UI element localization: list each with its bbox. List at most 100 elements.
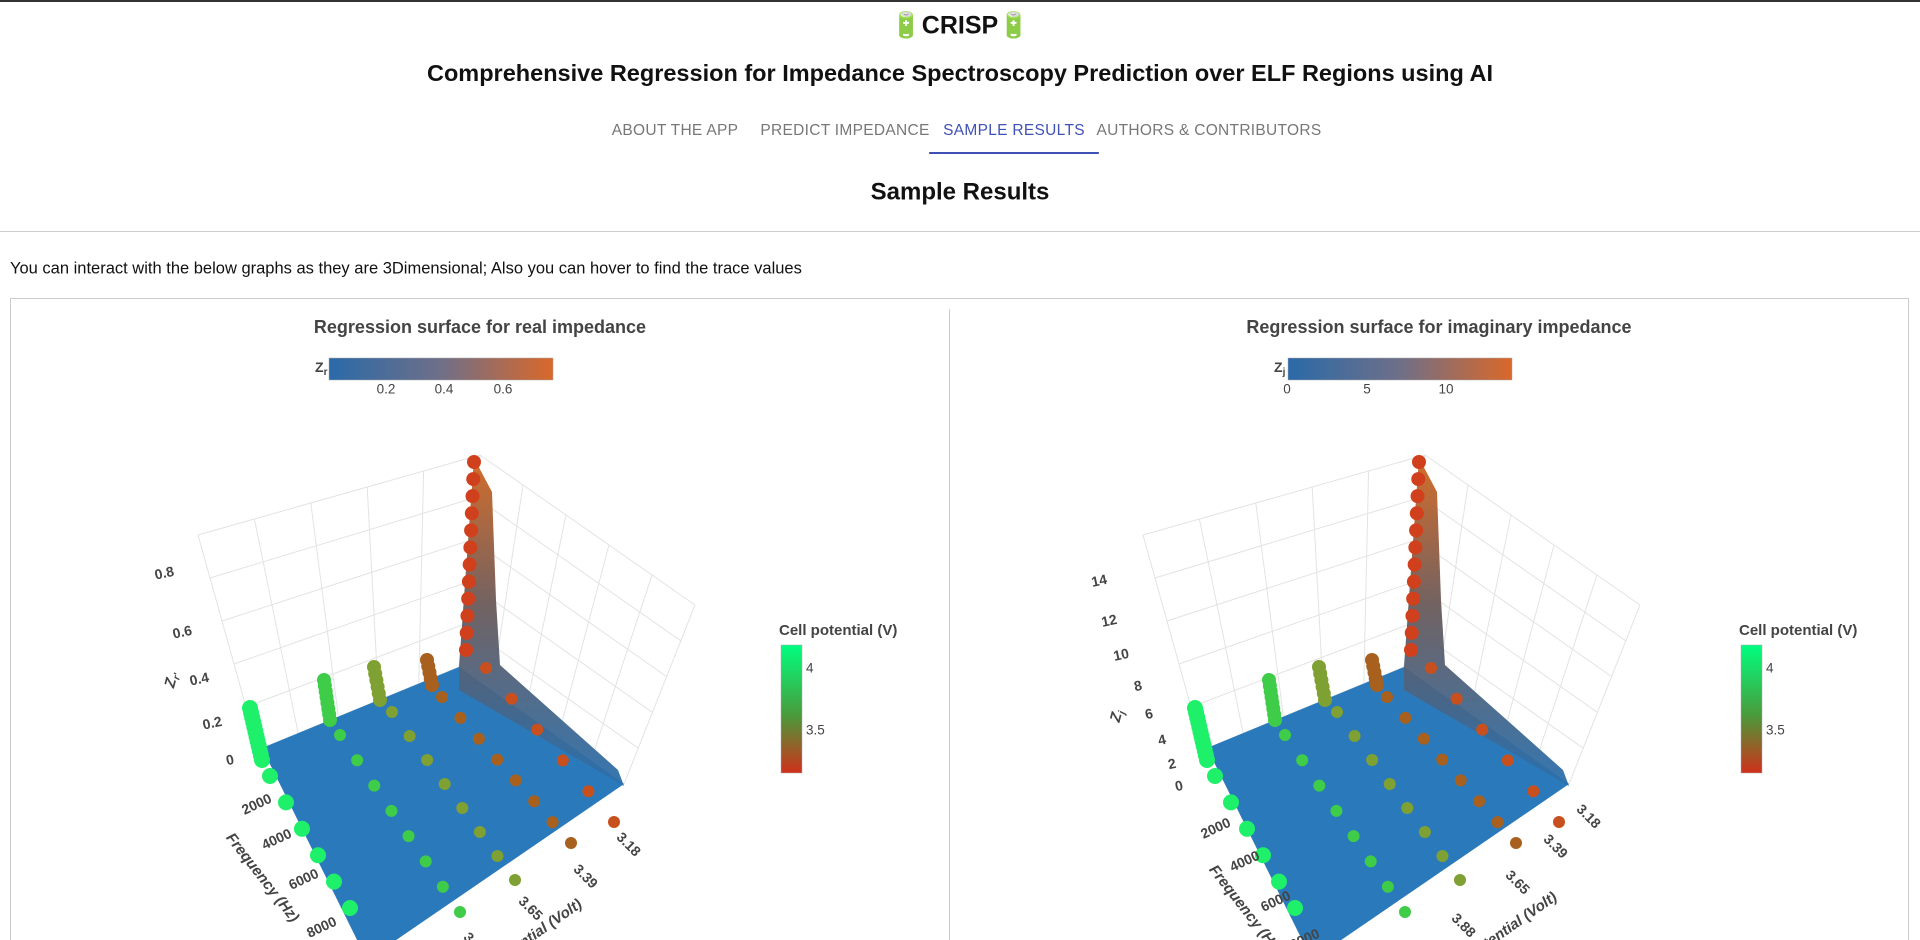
data-point[interactable]: [491, 850, 504, 862]
data-point[interactable]: [1331, 706, 1343, 718]
data-point[interactable]: [464, 523, 479, 538]
data-point[interactable]: [462, 557, 477, 572]
data-point[interactable]: [463, 540, 478, 555]
data-point[interactable]: [459, 625, 474, 640]
data-point[interactable]: [1436, 850, 1449, 862]
data-point[interactable]: [1271, 873, 1287, 890]
data-point[interactable]: [403, 730, 416, 742]
data-point[interactable]: [323, 713, 337, 727]
data-point[interactable]: [425, 678, 439, 692]
tab[interactable]: ABOUT THE APP: [612, 122, 739, 139]
data-point[interactable]: [1553, 816, 1565, 828]
data-point[interactable]: [326, 873, 342, 890]
data-point[interactable]: [467, 455, 481, 469]
data-point[interactable]: [385, 804, 398, 817]
data-point[interactable]: [1417, 732, 1430, 745]
data-point[interactable]: [608, 816, 620, 828]
data-point[interactable]: [278, 794, 294, 811]
data-point[interactable]: [528, 795, 541, 808]
data-point[interactable]: [1318, 693, 1332, 707]
data-point[interactable]: [1207, 768, 1223, 784]
data-point[interactable]: [491, 753, 504, 766]
data-point[interactable]: [1406, 574, 1421, 589]
data-point[interactable]: [1412, 455, 1426, 469]
data-point[interactable]: [1255, 847, 1271, 864]
data-point[interactable]: [262, 768, 278, 784]
data-point[interactable]: [351, 754, 364, 767]
data-point[interactable]: [461, 591, 476, 606]
data-point[interactable]: [461, 574, 476, 589]
data-point[interactable]: [465, 489, 480, 504]
data-point[interactable]: [1370, 678, 1384, 692]
data-point[interactable]: [1268, 713, 1282, 727]
data-point[interactable]: [480, 662, 492, 674]
data-point[interactable]: [373, 693, 387, 707]
data-point[interactable]: [310, 847, 326, 864]
data-point[interactable]: [1454, 874, 1466, 886]
data-point[interactable]: [1279, 729, 1291, 741]
data-point[interactable]: [1409, 523, 1424, 538]
data-point[interactable]: [1409, 506, 1424, 521]
data-point[interactable]: [1411, 472, 1426, 487]
data-point[interactable]: [565, 837, 577, 849]
data-point[interactable]: [254, 752, 270, 768]
data-point[interactable]: [436, 691, 448, 703]
tab[interactable]: PREDICT IMPEDANCE: [760, 122, 929, 139]
data-point[interactable]: [459, 643, 473, 657]
data-point[interactable]: [1405, 608, 1420, 623]
data-point[interactable]: [454, 906, 466, 918]
data-point[interactable]: [334, 729, 346, 741]
data-point[interactable]: [1287, 900, 1303, 916]
data-point[interactable]: [460, 608, 475, 623]
data-point[interactable]: [1491, 816, 1504, 829]
tab[interactable]: AUTHORS & CONTRIBUTORS: [1096, 122, 1321, 139]
data-point[interactable]: [342, 900, 358, 916]
data-point[interactable]: [1436, 753, 1449, 766]
data-point[interactable]: [531, 723, 544, 736]
data-point[interactable]: [1454, 774, 1467, 787]
data-point[interactable]: [1407, 557, 1422, 572]
data-point[interactable]: [438, 778, 451, 790]
data-point[interactable]: [1347, 830, 1360, 843]
data-point[interactable]: [509, 874, 521, 886]
data-point[interactable]: [1239, 820, 1255, 837]
data-point[interactable]: [1399, 711, 1412, 724]
data-point[interactable]: [436, 880, 449, 893]
data-point[interactable]: [472, 732, 485, 745]
data-point[interactable]: [456, 802, 469, 814]
data-point[interactable]: [1410, 489, 1425, 504]
data-point[interactable]: [1501, 754, 1514, 767]
data-point[interactable]: [368, 779, 381, 792]
tab[interactable]: SAMPLE RESULTS: [943, 122, 1085, 139]
data-point[interactable]: [1399, 906, 1411, 918]
data-point[interactable]: [402, 830, 415, 843]
data-point[interactable]: [454, 711, 467, 724]
data-point[interactable]: [464, 506, 479, 521]
data-point[interactable]: [1381, 880, 1394, 893]
data-point[interactable]: [582, 785, 595, 798]
data-point[interactable]: [1364, 855, 1377, 868]
data-point[interactable]: [1330, 804, 1343, 817]
data-point[interactable]: [386, 706, 398, 718]
data-point[interactable]: [1527, 785, 1540, 798]
data-point[interactable]: [1381, 691, 1393, 703]
data-point[interactable]: [1404, 625, 1419, 640]
data-point[interactable]: [1425, 662, 1437, 674]
data-point[interactable]: [1366, 754, 1379, 766]
data-point[interactable]: [1401, 802, 1414, 814]
data-point[interactable]: [1406, 591, 1421, 606]
data-point[interactable]: [1199, 752, 1215, 768]
data-point[interactable]: [1348, 730, 1361, 742]
data-point[interactable]: [1510, 837, 1522, 849]
data-point[interactable]: [294, 820, 310, 837]
data-point[interactable]: [419, 855, 432, 868]
data-point[interactable]: [473, 826, 486, 838]
data-point[interactable]: [1383, 778, 1396, 790]
data-point[interactable]: [1418, 826, 1431, 838]
data-point[interactable]: [1473, 795, 1486, 808]
data-point[interactable]: [421, 754, 434, 766]
data-point[interactable]: [1450, 692, 1463, 705]
data-point[interactable]: [1408, 540, 1423, 555]
data-point[interactable]: [466, 472, 481, 487]
data-point[interactable]: [546, 816, 559, 829]
